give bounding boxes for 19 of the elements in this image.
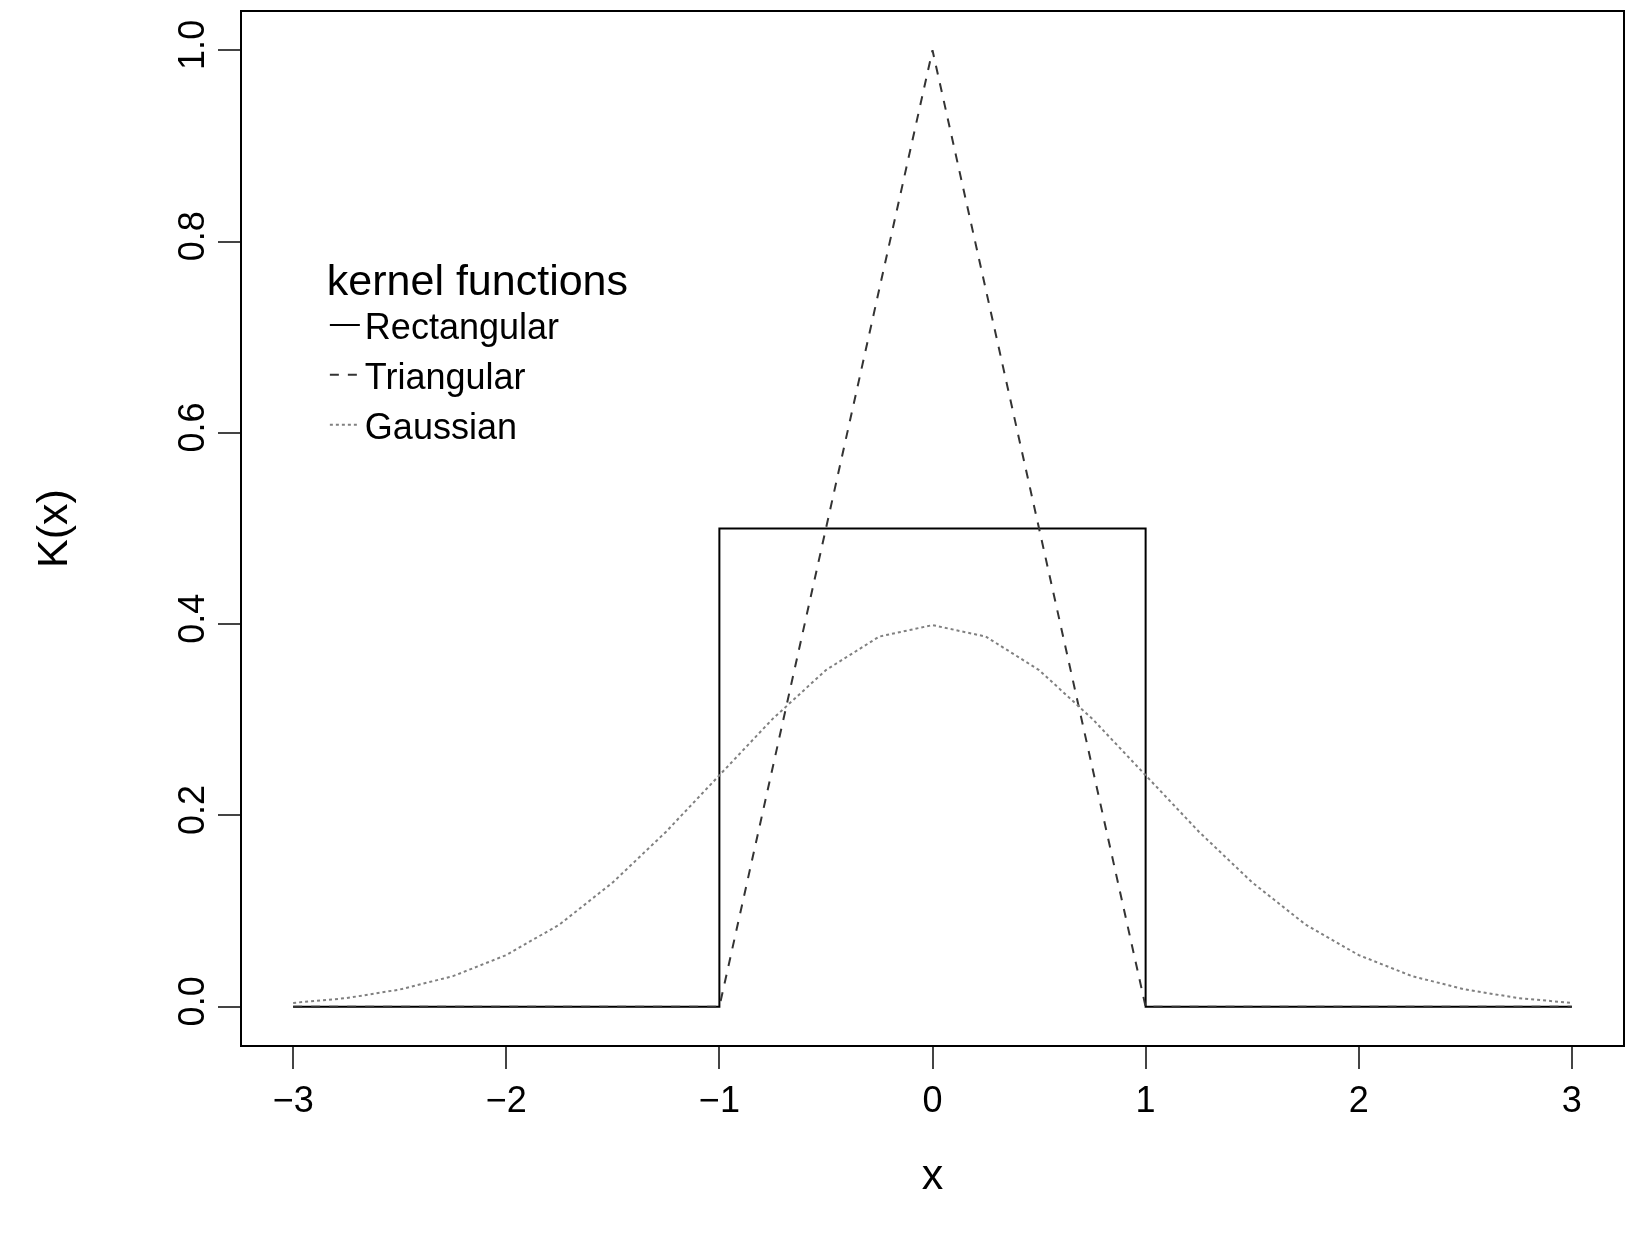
y-tick-label: 0.6 bbox=[170, 402, 212, 453]
legend-title: kernel functions bbox=[326, 256, 629, 305]
x-tick-label: −3 bbox=[272, 1079, 314, 1121]
legend-label: Gaussian bbox=[364, 405, 517, 447]
y-tick-label: 0.4 bbox=[170, 593, 212, 644]
y-axis-title: K(x) bbox=[27, 489, 76, 568]
legend-label: Triangular bbox=[364, 355, 526, 397]
x-tick-label: 2 bbox=[1348, 1079, 1369, 1121]
x-tick-label: −1 bbox=[698, 1079, 740, 1121]
x-tick-label: −2 bbox=[485, 1079, 527, 1121]
x-tick-label: 0 bbox=[922, 1079, 943, 1121]
x-tick-label: 3 bbox=[1561, 1079, 1582, 1121]
x-tick-label: 1 bbox=[1135, 1079, 1156, 1121]
y-tick-label: 0.8 bbox=[170, 211, 212, 262]
x-axis-title: x bbox=[921, 1150, 944, 1199]
y-tick-label: 0.2 bbox=[170, 785, 212, 836]
y-tick-label: 0.0 bbox=[170, 976, 212, 1027]
y-tick-label: 1.0 bbox=[170, 19, 212, 70]
legend-label: Rectangular bbox=[364, 306, 559, 348]
